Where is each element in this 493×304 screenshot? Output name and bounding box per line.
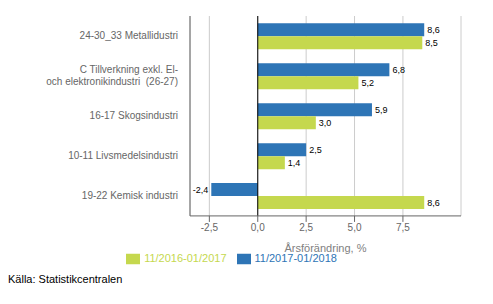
- svg-text:1,4: 1,4: [288, 158, 301, 168]
- svg-text:6,8: 6,8: [392, 65, 405, 75]
- html-text:11/2016-01/2017: 11/2016-01/2017: [144, 251, 227, 264]
- svg-text:-2,5: -2,5: [201, 222, 219, 233]
- svg-text:3,0: 3,0: [319, 118, 332, 128]
- svg-text:16-17 Skogsindustri: 16-17 Skogsindustri: [90, 110, 178, 121]
- svg-text:2,5: 2,5: [309, 145, 322, 155]
- svg-text:5,9: 5,9: [375, 105, 388, 115]
- svg-text:C Tillverkning exkl. El-och el: C Tillverkning exkl. El-och elektronikin…: [46, 64, 178, 87]
- svg-text:10-11 Livsmedelsindustri: 10-11 Livsmedelsindustri: [68, 150, 178, 161]
- svg-text:19-22 Kemisk industri: 19-22 Kemisk industri: [82, 190, 178, 201]
- svg-text:8,6: 8,6: [427, 25, 440, 35]
- svg-text:8,6: 8,6: [427, 198, 440, 208]
- svg-text:2,5: 2,5: [299, 222, 313, 233]
- svg-text:0,0: 0,0: [251, 222, 265, 233]
- html-text:Källa: Statistikcentralen: Källa: Statistikcentralen: [8, 273, 123, 285]
- svg-text:Årsförändring, %: Årsförändring, %: [285, 242, 367, 254]
- svg-text:24-30_33 Metallidustri: 24-30_33 Metallidustri: [80, 30, 178, 41]
- svg-text:5,2: 5,2: [361, 78, 374, 88]
- html-text:11/2017-01/2018: 11/2017-01/2018: [254, 251, 337, 264]
- svg-text:7,5: 7,5: [396, 222, 410, 233]
- svg-text:5,0: 5,0: [348, 222, 362, 233]
- svg-text:-2,4: -2,4: [193, 185, 209, 195]
- svg-text:8,5: 8,5: [425, 38, 438, 48]
